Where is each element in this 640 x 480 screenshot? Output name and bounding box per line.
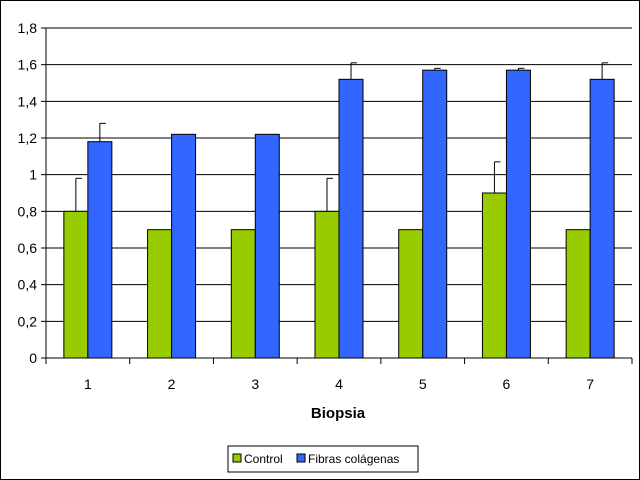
y-tick-label: 1,4 — [18, 93, 38, 109]
bar-control — [63, 210, 89, 359]
y-tick-label: 0,6 — [18, 240, 38, 256]
legend-label-fibras: Fibras colágenas — [308, 452, 399, 466]
legend-swatch-control — [232, 453, 242, 463]
x-tick-label: 7 — [586, 376, 594, 392]
bar-fibras-colagenas — [422, 69, 448, 359]
x-tick-label: 2 — [168, 376, 176, 392]
legend-label-control: Control — [244, 452, 283, 466]
legend-swatch-fibras — [296, 453, 306, 463]
bar-fibras-colagenas — [87, 141, 113, 359]
x-tick-label: 3 — [251, 376, 259, 392]
bar-fibras-colagenas — [254, 133, 280, 359]
y-tick-label: 0 — [29, 350, 37, 366]
y-tick-labels: 0 0,2 0,4 0,6 0,8 1 1,2 1,4 1,6 1,8 — [18, 20, 38, 366]
x-tick-labels: 1 2 3 4 5 6 7 — [84, 376, 594, 392]
x-axis-label: Biopsia — [311, 405, 366, 422]
bar-control — [565, 229, 591, 359]
bar-fibras-colagenas — [589, 78, 615, 359]
error-bars — [75, 62, 609, 212]
y-tick-label: 1,6 — [18, 57, 38, 73]
legend: Control Fibras colágenas — [227, 445, 419, 473]
x-tick-label: 1 — [84, 376, 92, 392]
bar-fibras-colagenas — [505, 69, 531, 359]
x-tick-label: 6 — [503, 376, 511, 392]
bar-fibras-colagenas — [171, 133, 197, 359]
x-tick-label: 5 — [419, 376, 427, 392]
x-tick-label: 4 — [335, 376, 343, 392]
y-tick-label: 0,4 — [18, 277, 38, 293]
y-tick-label: 0,2 — [18, 313, 38, 329]
bar-control — [147, 229, 173, 359]
bar-fibras-colagenas — [338, 78, 364, 359]
bar-control — [481, 192, 507, 359]
axes — [41, 27, 633, 364]
bars — [63, 69, 615, 359]
bar-control — [398, 229, 424, 359]
y-tick-label: 0,8 — [18, 203, 38, 219]
y-tick-label: 1,2 — [18, 130, 38, 146]
bar-control — [230, 229, 256, 359]
legend-box — [227, 445, 419, 473]
y-tick-label: 1,8 — [18, 20, 38, 36]
bar-control — [314, 210, 340, 359]
y-tick-label: 1 — [29, 167, 37, 183]
